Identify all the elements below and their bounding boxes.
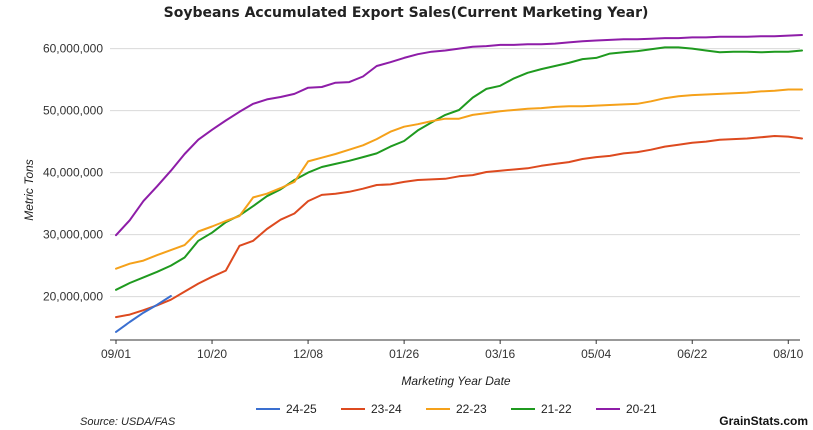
series-line-20-21: [115, 34, 803, 237]
grid-lines: [110, 48, 800, 298]
y-axis-title: Metric Tons: [22, 159, 36, 221]
x-tick-label: 10/20: [197, 347, 227, 361]
series-line-21-22: [115, 46, 803, 291]
series-lines: [115, 34, 803, 333]
series-line-24-25: [115, 295, 172, 333]
x-tick-label: 12/08: [293, 347, 323, 361]
y-tick-label: 20,000,000: [43, 290, 103, 304]
legend: 24-25 23-24 22-23 21-22 20-21: [256, 402, 657, 416]
x-tick-label: 01/26: [389, 347, 419, 361]
x-tick-label: 05/04: [581, 347, 611, 361]
x-tick-label: 09/01: [101, 347, 131, 361]
series-line-22-23: [115, 88, 803, 270]
y-tick-label: 60,000,000: [43, 42, 103, 56]
y-tick-label: 30,000,000: [43, 228, 103, 242]
x-tick-label: 06/22: [677, 347, 707, 361]
x-axis-title: Marketing Year Date: [401, 374, 510, 388]
legend-label-22-23: 22-23: [456, 402, 487, 416]
x-axis-ticks: 09/01 10/20 12/08 01/26 03/16 05/04 06/22 08/10: [101, 340, 804, 361]
y-tick-label: 40,000,000: [43, 166, 103, 180]
x-tick-label: 03/16: [485, 347, 515, 361]
legend-label-21-22: 21-22: [541, 402, 572, 416]
series-line-23-24: [115, 135, 803, 319]
y-tick-label: 50,000,000: [43, 104, 103, 118]
brand-label: GrainStats.com: [719, 414, 808, 428]
source-note: Source: USDA/FAS: [80, 416, 176, 428]
legend-label-24-25: 24-25: [286, 402, 317, 416]
chart-title: Soybeans Accumulated Export Sales(Curren…: [164, 5, 649, 21]
legend-label-23-24: 23-24: [371, 402, 402, 416]
x-tick-label: 08/10: [773, 347, 803, 361]
y-axis-ticks: 20,000,000 30,000,000 40,000,000 50,000,000…: [43, 42, 103, 304]
legend-label-20-21: 20-21: [626, 402, 657, 416]
